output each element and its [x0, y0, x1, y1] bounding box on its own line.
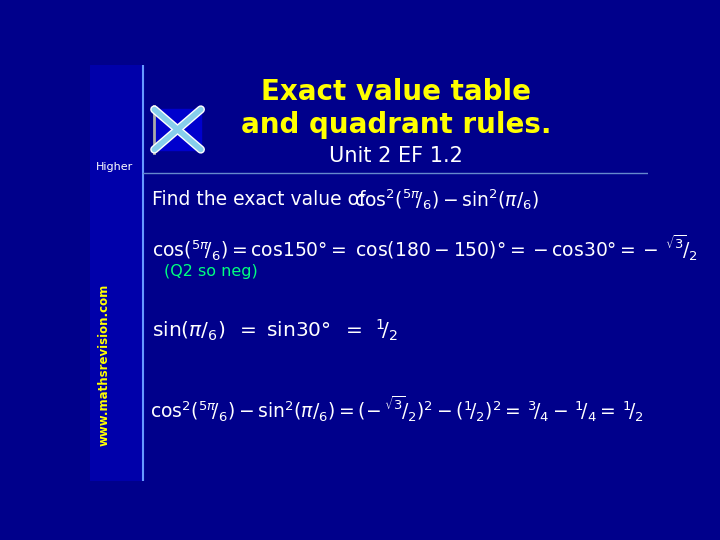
- Text: $\mathregular{cos}(^{5\pi}\!/_{6}) = \mathregular{cos}150°= \;\mathregular{cos}(: $\mathregular{cos}(^{5\pi}\!/_{6}) = \ma…: [152, 233, 698, 262]
- Text: www.mathsrevision.com: www.mathsrevision.com: [97, 284, 110, 446]
- Text: $\mathregular{sin}(\pi/_{6})\;\; = \;\mathregular{sin}30° \;\;= \;\,^{1}\!/_{2}$: $\mathregular{sin}(\pi/_{6})\;\; = \;\ma…: [152, 318, 398, 343]
- Bar: [90, 65, 143, 481]
- Bar: [154, 110, 201, 150]
- Text: Higher: Higher: [96, 162, 133, 172]
- Text: and quadrant rules.: and quadrant rules.: [241, 111, 552, 139]
- Text: $\mathregular{cos}^{2}(^{5\pi}\!/_{6}) - \mathregular{sin}^{2}(\pi/_{6})$: $\mathregular{cos}^{2}(^{5\pi}\!/_{6}) -…: [354, 187, 539, 212]
- Text: (Q2 so neg): (Q2 so neg): [163, 264, 257, 279]
- Text: $\mathregular{cos}^{2}(^{5\pi}\!/_{6}) - \mathregular{sin}^{2}(\pi/_{6}) = (-\,^: $\mathregular{cos}^{2}(^{5\pi}\!/_{6}) -…: [150, 395, 644, 424]
- Text: Unit 2 EF 1.2: Unit 2 EF 1.2: [329, 146, 463, 166]
- Text: Exact value table: Exact value table: [261, 78, 531, 106]
- Text: Find the exact value of: Find the exact value of: [152, 190, 366, 209]
